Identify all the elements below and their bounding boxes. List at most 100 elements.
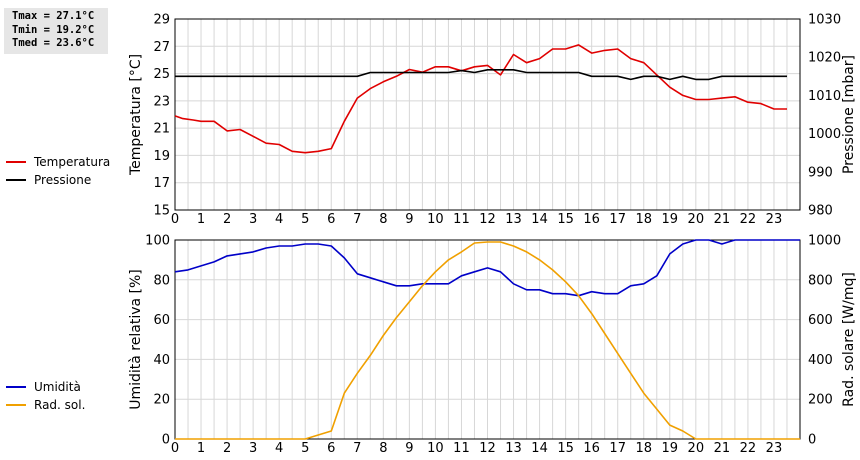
x-tick-label: 4 [275, 441, 283, 456]
y-tick-label: 0 [162, 433, 170, 448]
x-tick-label: 19 [662, 441, 679, 456]
legend-label-temperatura: Temperatura [34, 155, 111, 169]
x-tick-label: 8 [379, 441, 387, 456]
x-tick-label: 19 [662, 212, 679, 227]
y2-tick-label: 1030 [808, 13, 841, 28]
x-tick-label: 16 [583, 441, 600, 456]
legend-item-rad-sol: Rad. sol. [6, 396, 85, 414]
x-tick-label: 11 [453, 212, 470, 227]
y-tick-label: 23 [153, 94, 170, 109]
x-tick-label: 23 [766, 441, 783, 456]
x-tick-label: 8 [379, 212, 387, 227]
series-line-umidit [174, 239, 800, 297]
x-tick-label: 23 [766, 212, 783, 227]
y-axis-label: Temperatura [°C] [128, 54, 144, 176]
x-tick-label: 7 [353, 212, 361, 227]
x-tick-label: 21 [714, 212, 731, 227]
x-tick-label: 21 [714, 441, 731, 456]
legend-top: Temperatura Pressione [6, 153, 110, 189]
x-tick-label: 18 [635, 441, 652, 456]
y2-tick-label: 1010 [808, 89, 841, 104]
y2-tick-label: 800 [808, 273, 833, 288]
series-line-temperatura [174, 44, 787, 154]
x-tick-label: 20 [688, 212, 705, 227]
x-tick-label: 6 [327, 212, 335, 227]
x-tick-label: 5 [301, 441, 309, 456]
x-tick-label: 5 [301, 212, 309, 227]
legend-item-pressione: Pressione [6, 171, 110, 189]
legend-bottom: Umidità Rad. sol. [6, 378, 85, 414]
x-tick-label: 15 [557, 212, 574, 227]
y2-tick-label: 200 [808, 393, 833, 408]
x-tick-label: 2 [223, 212, 231, 227]
legend-swatch-rad-sol [6, 404, 26, 406]
stats-box: Tmax = 27.1°C Tmin = 19.2°C Tmed = 23.6°… [4, 8, 108, 54]
y-tick-label: 15 [153, 204, 170, 219]
y2-tick-label: 1000 [808, 234, 841, 249]
y2-axis-label: Rad. solare [W/mq] [841, 272, 857, 407]
legend-swatch-temperatura [6, 161, 26, 163]
y-tick-label: 80 [153, 273, 170, 288]
x-tick-label: 22 [740, 212, 757, 227]
legend-label-rad-sol: Rad. sol. [34, 398, 86, 412]
x-tick-label: 18 [635, 212, 652, 227]
y-tick-label: 19 [153, 149, 170, 164]
x-tick-label: 14 [531, 212, 548, 227]
series-line-rad-sol [175, 241, 800, 440]
x-tick-label: 3 [249, 212, 257, 227]
chart-2: 0 1 2 3 4 5 6 7 8 9 10 11 12 13 14 15 16 17 18 19 20 21 22 2302… [128, 234, 857, 457]
x-tick-label: 6 [327, 441, 335, 456]
y2-tick-label: 1020 [808, 51, 841, 66]
y2-tick-label: 990 [808, 165, 833, 180]
x-tick-label: 4 [275, 212, 283, 227]
tmed-label: Tmed = 23.6°C [12, 37, 95, 49]
plot-frame [174, 18, 801, 211]
legend-label-umidita: Umidità [34, 380, 81, 394]
x-tick-label: 13 [505, 441, 522, 456]
y-axis-label: Umidità relativa [%] [128, 269, 144, 410]
y-tick-label: 100 [145, 234, 170, 249]
series-line-pressione [175, 69, 787, 81]
x-tick-label: 22 [740, 441, 757, 456]
y2-tick-label: 980 [808, 204, 833, 219]
y-tick-label: 17 [153, 176, 170, 191]
y2-tick-label: 1000 [808, 127, 841, 142]
tmin-label: Tmin = 19.2°C [12, 23, 95, 36]
legend-label-pressione: Pressione [34, 173, 92, 187]
x-tick-label: 1 [197, 441, 205, 456]
x-tick-label: 12 [479, 212, 496, 227]
legend-item-temperatura: Temperatura [6, 153, 110, 171]
x-tick-label: 2 [223, 441, 231, 456]
y-tick-label: 29 [153, 13, 170, 28]
y-tick-label: 21 [153, 122, 170, 137]
x-tick-label: 10 [427, 441, 444, 456]
y2-tick-label: 0 [808, 433, 816, 448]
x-tick-label: 15 [557, 441, 574, 456]
y2-tick-label: 400 [808, 353, 833, 368]
x-tick-label: 17 [609, 441, 626, 456]
y2-axis-label: Pressione [mbar] [841, 55, 857, 174]
x-tick-label: 0 [171, 441, 179, 456]
legend-item-umidita: Umidità [6, 378, 85, 396]
tmax-label: Tmax = 27.1°C [12, 10, 95, 22]
x-tick-label: 7 [353, 441, 361, 456]
x-tick-label: 0 [171, 212, 179, 227]
x-tick-label: 14 [531, 441, 548, 456]
y-tick-label: 25 [153, 67, 170, 82]
x-tick-label: 13 [505, 212, 522, 227]
x-tick-label: 12 [479, 441, 496, 456]
x-tick-label: 3 [249, 441, 257, 456]
plot-frame [174, 239, 801, 440]
x-tick-label: 17 [609, 212, 626, 227]
x-tick-label: 11 [453, 441, 470, 456]
legend-swatch-umidita [6, 386, 26, 388]
y2-tick-label: 600 [808, 313, 833, 328]
chart-1: 0 1 2 3 4 5 6 7 8 9 10 11 12 13 14 15 16 17 18 19 20 21 22 2315… [128, 13, 857, 228]
x-tick-label: 1 [197, 212, 205, 227]
x-tick-label: 10 [427, 212, 444, 227]
x-tick-label: 20 [688, 441, 705, 456]
y-tick-label: 40 [153, 353, 170, 368]
legend-swatch-pressione [6, 179, 26, 181]
y-tick-label: 20 [153, 393, 170, 408]
